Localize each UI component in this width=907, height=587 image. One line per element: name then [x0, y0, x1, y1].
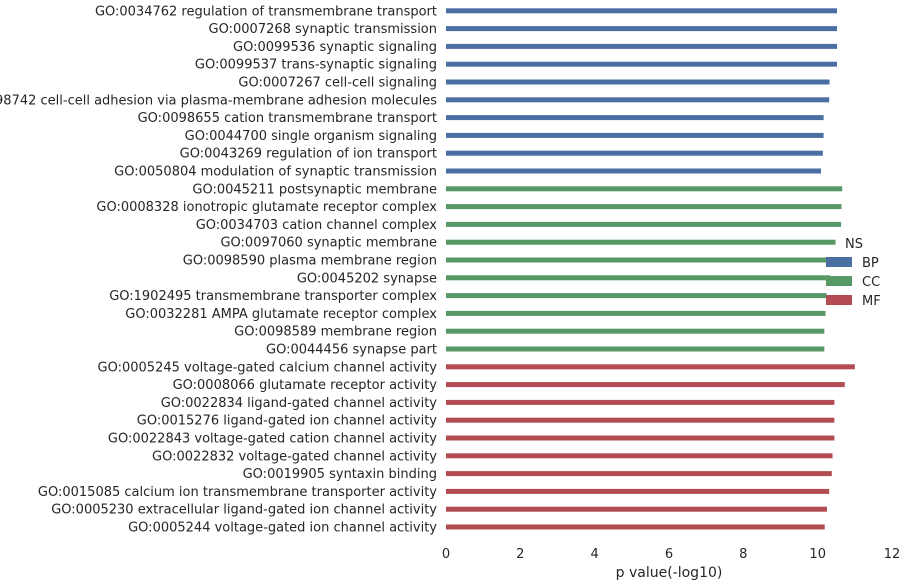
term-label: GO:0008328 ionotropic glutamate receptor… — [96, 200, 437, 215]
bar-go-0015085 — [446, 488, 830, 494]
term-label: GO:0099536 synaptic signaling — [233, 40, 437, 55]
bar-go-0022843 — [446, 435, 835, 441]
term-label: GO:0032281 AMPA glutamate receptor compl… — [125, 307, 437, 322]
term-label: GO:0044456 synapse part — [266, 343, 437, 358]
term-label: GO:0045202 synapse — [297, 271, 437, 286]
bar-go-0044700 — [446, 132, 824, 138]
term-label: GO:0045211 postsynaptic membrane — [192, 182, 437, 197]
bar-go-0034762 — [446, 8, 837, 14]
bar-go-0099536 — [446, 43, 837, 49]
legend-label-cc: CC — [862, 275, 880, 290]
bar-go-0022834 — [446, 399, 835, 405]
term-label: GO:0022832 voltage-gated channel activit… — [152, 449, 437, 464]
legend: NS BP CC MF — [826, 237, 881, 309]
bar-go-0019905 — [446, 471, 832, 477]
term-label: GO:0008066 glutamate receptor activity — [173, 378, 438, 393]
bar-go-0098655 — [446, 115, 824, 121]
term-label: GO:0097060 synaptic membrane — [220, 236, 437, 251]
bar-go-0034703 — [446, 221, 842, 227]
term-labels-group: GO:0034762 regulation of transmembrane t… — [0, 4, 437, 535]
bar-go-0007267 — [446, 79, 830, 85]
bar-go-0050804 — [446, 168, 822, 174]
term-label: GO:1902495 transmembrane transporter com… — [109, 289, 437, 304]
bar-go-0098590 — [446, 257, 833, 263]
legend-label-mf: MF — [862, 294, 881, 309]
term-label: GO:0043269 regulation of ion transport — [180, 147, 437, 162]
bar-go-0007268 — [446, 26, 837, 32]
term-label: GO:0005245 voltage-gated calcium channel… — [98, 360, 438, 375]
x-tick-label: 8 — [739, 547, 747, 562]
x-tick-label: 6 — [665, 547, 673, 562]
bar-go-0043269 — [446, 150, 823, 156]
term-label: GO:0022843 voltage-gated cation channel … — [108, 432, 437, 447]
bar-go-0045211 — [446, 186, 843, 192]
bar-go-0045202 — [446, 275, 830, 281]
x-axis-label: p value(-log10) — [616, 565, 723, 581]
bar-go-0032281 — [446, 310, 826, 316]
term-label: GO:0007267 cell-cell signaling — [238, 76, 437, 91]
term-label: GO:0019905 syntaxin binding — [243, 467, 437, 482]
bar-go-0005244 — [446, 524, 825, 530]
term-label: GO:0044700 single organism signaling — [185, 129, 437, 144]
term-label: GO:0015276 ligand-gated ion channel acti… — [137, 414, 438, 429]
x-tick-label: 4 — [591, 547, 599, 562]
bar-go-0022832 — [446, 453, 833, 459]
legend-title: NS — [845, 237, 863, 252]
x-tick-label: 10 — [809, 547, 826, 562]
bar-go-0008066 — [446, 382, 845, 388]
term-label: GO:0034762 regulation of transmembrane t… — [95, 4, 437, 19]
x-tick-label: 12 — [884, 547, 901, 562]
term-label: GO:0098589 membrane region — [234, 325, 437, 340]
term-label: GO:0015085 calcium ion transmembrane tra… — [38, 485, 437, 500]
term-label: GO:0007268 synaptic transmission — [209, 22, 437, 37]
bars-group — [446, 8, 855, 530]
term-label: GO:0098655 cation transmembrane transpor… — [138, 111, 437, 126]
bar-go-0098589 — [446, 328, 825, 334]
legend-label-bp: BP — [862, 256, 879, 271]
bar-go-1902495 — [446, 293, 827, 299]
bar-go-0015276 — [446, 417, 835, 423]
term-label: GO:0034703 cation channel complex — [196, 218, 438, 233]
term-label: GO:0005230 extracellular ligand-gated io… — [51, 503, 437, 518]
term-label: GO:0005244 voltage-gated ion channel act… — [128, 521, 437, 536]
term-label: GO:0098742 cell-cell adhesion via plasma… — [0, 93, 437, 108]
term-label: GO:0022834 ligand-gated channel activity — [161, 396, 438, 411]
x-tick-labels-group: 0 2 4 6 8 10 12 — [442, 547, 900, 562]
bar-go-0097060 — [446, 239, 836, 245]
bar-go-0008328 — [446, 204, 842, 210]
x-tick-label: 2 — [516, 547, 524, 562]
bar-go-0005230 — [446, 506, 827, 512]
legend-swatch-mf — [826, 295, 852, 305]
legend-swatch-bp — [826, 257, 852, 267]
bar-go-0099537 — [446, 61, 837, 67]
term-label: GO:0099537 trans-synaptic signaling — [195, 58, 437, 73]
bar-go-0005245 — [446, 364, 855, 370]
bar-go-0098742 — [446, 97, 830, 103]
term-label: GO:0050804 modulation of synaptic transm… — [114, 165, 437, 180]
term-label: GO:0098590 plasma membrane region — [183, 254, 437, 269]
bar-go-0044456 — [446, 346, 825, 352]
x-tick-label: 0 — [442, 547, 450, 562]
legend-swatch-cc — [826, 276, 852, 286]
